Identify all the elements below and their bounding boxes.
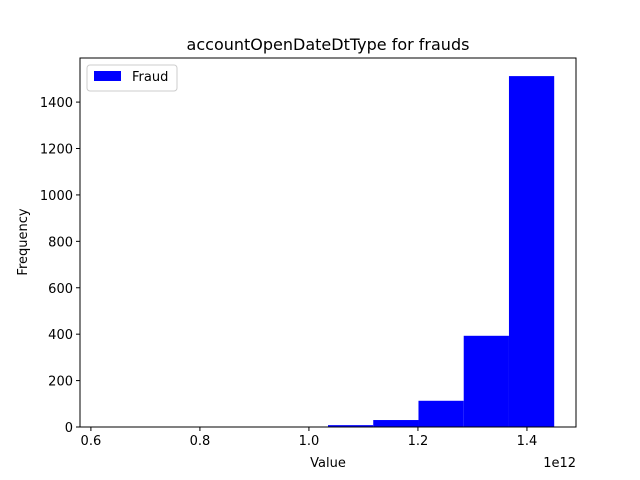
y-tick-label: 1200 xyxy=(40,143,73,158)
x-tick-label: 1.0 xyxy=(299,434,320,449)
y-tick-label: 1000 xyxy=(40,189,73,204)
x-tick-label: 0.6 xyxy=(81,434,102,449)
y-tick-label: 1400 xyxy=(40,96,73,111)
x-tick-label: 1.4 xyxy=(517,434,538,449)
y-axis-label: Frequency xyxy=(16,208,31,275)
legend: Fraud xyxy=(86,64,178,92)
chart-title: accountOpenDateDtType for frauds xyxy=(187,35,470,54)
y-tick-label: 800 xyxy=(48,235,73,250)
histogram-bar-7 xyxy=(418,400,464,427)
x-tick-label: 1.2 xyxy=(408,434,429,449)
bars-group xyxy=(328,76,555,428)
y-tick-label: 600 xyxy=(48,282,73,297)
x-axis-label: Value xyxy=(310,456,346,471)
y-tick-label: 0 xyxy=(65,421,73,436)
x-tick-label: 0.8 xyxy=(190,434,211,449)
histogram-bar-5 xyxy=(328,425,374,427)
legend-swatch xyxy=(94,71,121,81)
y-axis-ticks: 0 200 400 600 800 1000 1200 1400 xyxy=(40,96,80,436)
legend-label-fraud: Fraud xyxy=(132,70,168,85)
y-tick-label: 200 xyxy=(48,375,73,390)
histogram-bar-8 xyxy=(463,335,509,427)
y-tick-label: 400 xyxy=(48,328,73,343)
histogram-bar-6 xyxy=(373,420,419,427)
x-axis-offset-label: 1e12 xyxy=(543,456,576,471)
x-axis-ticks: 0.6 0.8 1.0 1.2 1.4 xyxy=(81,427,538,449)
histogram-bar-9 xyxy=(508,76,555,428)
plot-frame xyxy=(79,57,577,428)
